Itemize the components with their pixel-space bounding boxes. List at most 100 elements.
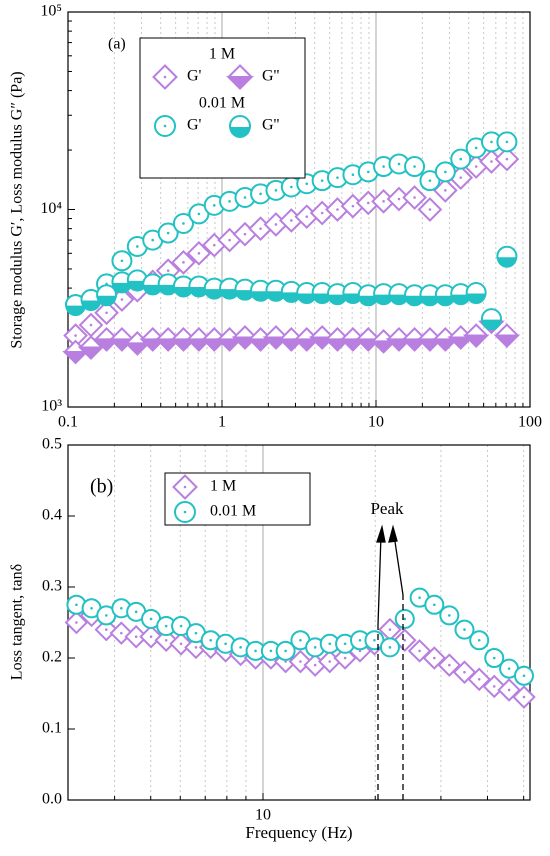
marker-fill <box>139 338 167 352</box>
marker <box>172 474 198 500</box>
marker <box>447 325 475 350</box>
marker-dot <box>89 323 93 327</box>
marker <box>467 667 491 692</box>
marker-fill <box>185 338 213 352</box>
x-tick-label: 1 <box>218 414 226 431</box>
x-tick-label: 0.1 <box>58 414 78 431</box>
marker-dot <box>343 656 347 660</box>
arrow-head <box>388 524 398 543</box>
marker-dot <box>212 204 216 207</box>
x-tick-label: 100 <box>518 414 542 431</box>
marker-dot <box>164 624 168 628</box>
marker <box>216 327 243 352</box>
marker-dot <box>259 227 262 230</box>
marker-dot <box>477 638 481 642</box>
marker-fill <box>77 346 105 360</box>
marker-fill <box>62 350 89 365</box>
marker <box>402 185 427 210</box>
marker <box>388 283 410 306</box>
marker-dot <box>477 678 481 681</box>
marker-dot <box>243 196 247 199</box>
marker-fill <box>466 293 487 304</box>
x-axis-title: Frequency (Hz) <box>245 823 352 842</box>
marker-dot <box>274 223 278 226</box>
marker-dot <box>505 157 509 161</box>
marker-fill <box>154 338 182 352</box>
marker <box>280 280 302 303</box>
marker-dot <box>388 646 392 649</box>
marker <box>379 637 400 658</box>
marker-dot <box>320 179 324 182</box>
marker <box>226 64 254 90</box>
marker-dot <box>120 259 124 263</box>
marker-dot <box>182 222 185 225</box>
marker-dot <box>490 140 493 144</box>
marker-fill <box>170 338 197 352</box>
marker-dot <box>74 334 77 337</box>
marker <box>465 281 487 304</box>
marker-dot <box>343 642 347 646</box>
y-tick-label: 10⁴ <box>40 200 62 217</box>
marker <box>419 170 441 192</box>
marker-dot <box>444 189 447 192</box>
marker-dot <box>299 638 302 642</box>
marker-dot <box>120 607 123 610</box>
marker-dot <box>259 192 262 196</box>
marker-dot <box>336 208 339 211</box>
panel-label: (b) <box>90 476 113 498</box>
marker-dot <box>151 238 155 242</box>
y-tick-label: 0.5 <box>42 436 62 453</box>
marker-dot <box>373 638 376 642</box>
marker-dot <box>104 628 108 631</box>
marker <box>275 640 296 661</box>
marker-fill <box>493 334 521 348</box>
marker-fill <box>123 342 151 356</box>
marker-dot <box>284 660 287 663</box>
marker <box>288 649 313 674</box>
marker-dot <box>75 603 78 607</box>
legend-label: G' <box>187 68 202 85</box>
marker-dot <box>403 638 407 642</box>
marker <box>200 327 228 352</box>
marker-dot <box>444 170 447 174</box>
marker-dot <box>418 596 421 599</box>
marker <box>185 327 213 352</box>
marker-fill <box>277 338 305 352</box>
marker <box>141 608 162 629</box>
marker-dot <box>358 649 362 653</box>
marker-dot <box>290 219 293 222</box>
marker <box>296 281 318 304</box>
marker-dot <box>428 179 432 182</box>
marker-fill <box>200 338 228 352</box>
marker <box>94 300 119 326</box>
marker-fill <box>229 127 251 138</box>
x-tick-label: 10 <box>255 807 271 824</box>
marker <box>77 335 105 360</box>
arrow <box>393 534 404 596</box>
legend-label: G' <box>187 117 202 134</box>
marker <box>404 156 426 178</box>
marker-dot <box>104 614 108 617</box>
marker-fill <box>385 338 413 352</box>
y-tick-label: 0.2 <box>42 649 62 666</box>
marker-dot <box>105 311 108 315</box>
marker <box>171 250 196 275</box>
x-tick-label: 10 <box>368 414 384 431</box>
marker-dot <box>474 165 478 168</box>
marker <box>496 131 518 153</box>
marker-fill <box>96 295 117 307</box>
marker <box>513 665 534 686</box>
marker-dot <box>254 649 257 653</box>
marker <box>349 630 370 651</box>
marker <box>437 653 462 677</box>
marker <box>439 605 460 626</box>
marker <box>422 646 447 670</box>
marker-dot <box>433 603 436 607</box>
arrow-head <box>376 524 386 543</box>
legend-label: G'' <box>262 68 279 85</box>
marker-dot <box>75 621 78 624</box>
marker-dot <box>183 485 187 489</box>
marker-dot <box>403 617 407 621</box>
marker-dot <box>492 685 496 688</box>
marker <box>417 197 443 222</box>
